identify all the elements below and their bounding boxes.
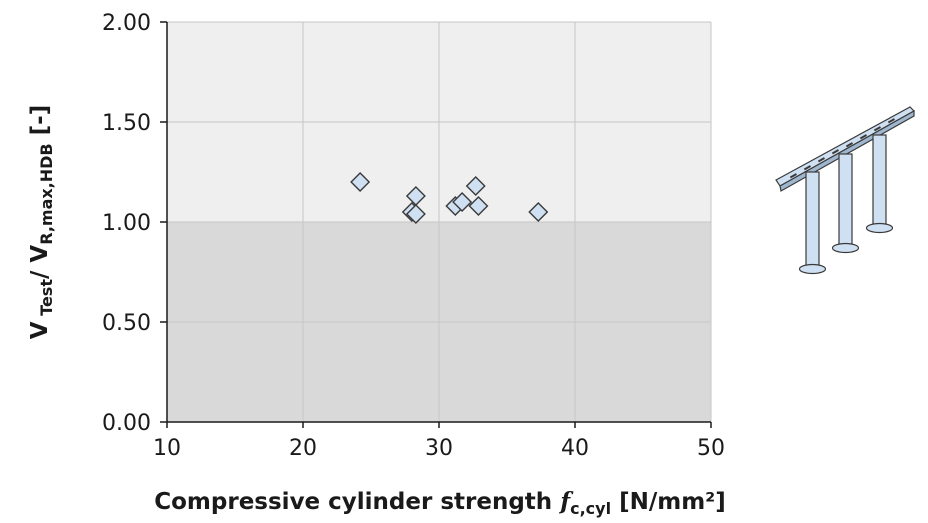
data-points xyxy=(350,172,549,224)
y-tick-labels: 0.00 0.50 1.00 1.50 2.00 xyxy=(102,11,151,436)
x-tick-label: 50 xyxy=(697,436,725,461)
shear-dowel-rail-icon xyxy=(775,106,915,275)
x-tick-label: 10 xyxy=(153,436,181,461)
x-tick-label: 20 xyxy=(289,436,317,461)
data-point xyxy=(468,196,489,216)
y-tick-label: 0.50 xyxy=(102,311,151,336)
y-tick-label: 1.00 xyxy=(102,211,151,236)
data-point xyxy=(452,192,473,212)
x-tick-label: 40 xyxy=(561,436,589,461)
data-point xyxy=(465,176,486,196)
y-tick-label: 2.00 xyxy=(102,11,151,36)
x-tick-labels: 10 20 30 40 50 xyxy=(153,436,725,461)
axes xyxy=(160,21,712,428)
data-point xyxy=(405,204,426,224)
y-tick-label: 0.00 xyxy=(102,411,151,436)
grid-lines xyxy=(167,21,712,422)
x-tick-label: 30 xyxy=(425,436,453,461)
y-tick-label: 1.50 xyxy=(102,111,151,136)
y-axis-title: V Test/ VR,max,HDB [-] xyxy=(27,105,56,339)
x-axis-title: Compressive cylinder strength fc,cyl [N/… xyxy=(154,488,726,518)
data-point xyxy=(350,172,371,192)
data-point xyxy=(528,202,549,222)
